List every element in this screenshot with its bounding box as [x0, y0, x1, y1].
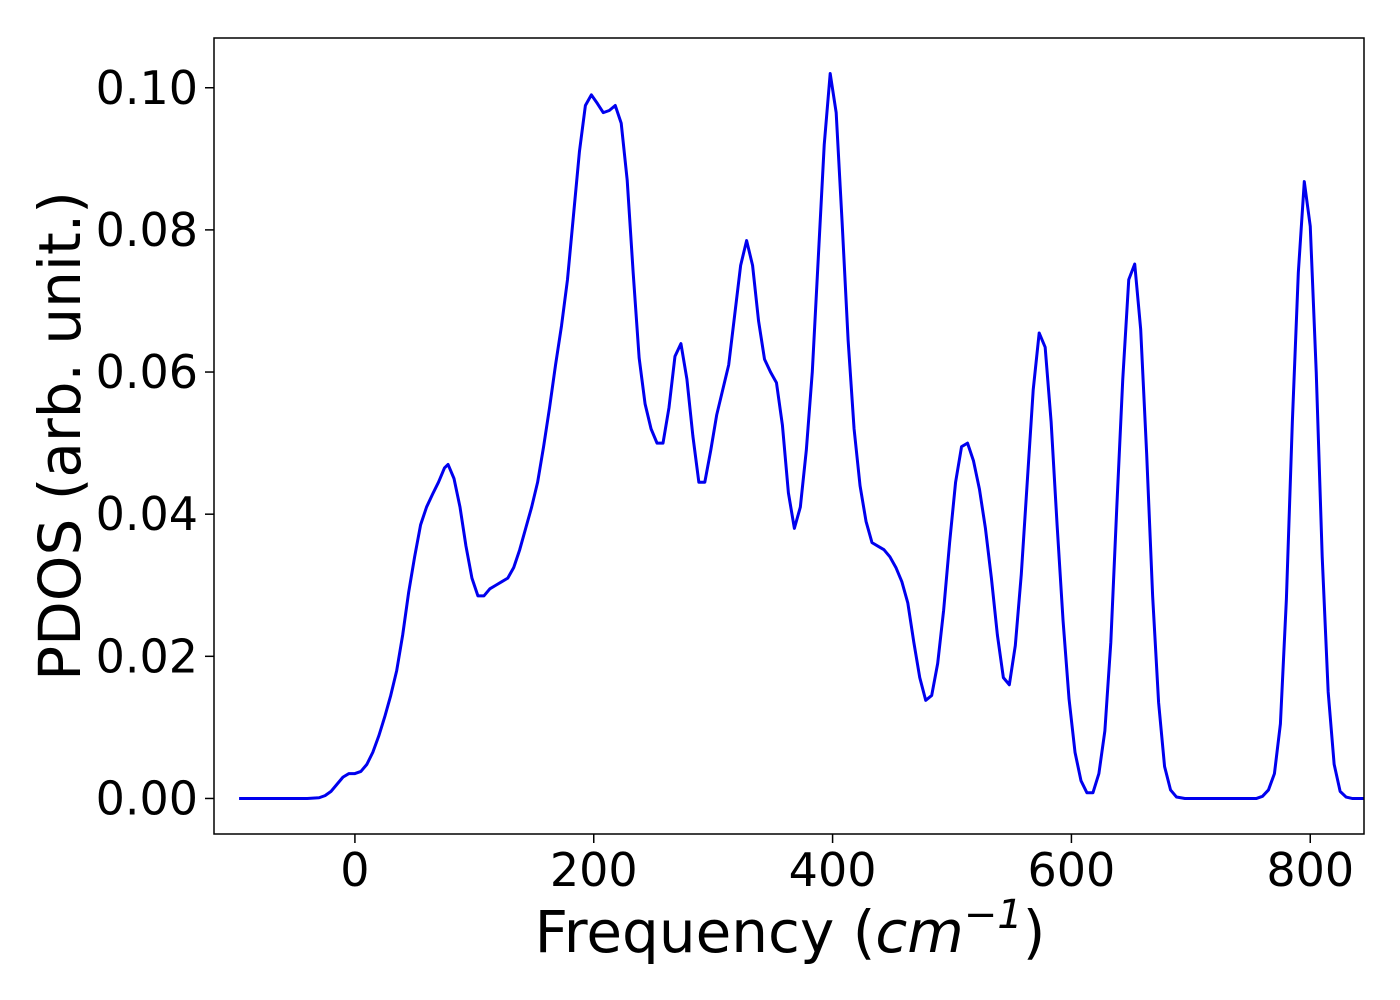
plot-frame — [213, 37, 1365, 835]
y-tick-label: 0.04 — [96, 487, 198, 541]
x-axis-label-exponent: −1 — [964, 892, 1023, 938]
pdos-series-line — [239, 72, 1364, 800]
x-axis-label-suffix: ) — [1023, 898, 1046, 966]
x-axis: 0 200 400 600 800 — [340, 834, 1354, 897]
y-tick-label: 0.10 — [96, 61, 198, 115]
x-tick-label: 600 — [1028, 843, 1116, 897]
x-tick-label: 800 — [1266, 843, 1354, 897]
plot-area — [213, 37, 1365, 835]
x-tick-label: 400 — [789, 843, 877, 897]
y-tick-label: 0.06 — [96, 345, 198, 399]
x-axis-label-unit: cm — [875, 898, 963, 966]
x-tick-label: 200 — [550, 843, 638, 897]
y-tick-label: 0.02 — [96, 629, 198, 683]
y-tick-label: 0.08 — [96, 203, 198, 257]
y-axis: 0.00 0.02 0.04 0.06 0.08 0.10 — [96, 61, 214, 825]
x-axis-label-prefix: Frequency ( — [535, 898, 876, 966]
y-axis-label: PDOS (arb. unit.) — [26, 191, 94, 681]
y-tick-label: 0.00 — [96, 771, 198, 825]
x-tick-label: 0 — [340, 843, 369, 897]
x-axis-label: Frequency (cm−1) — [535, 892, 1046, 966]
